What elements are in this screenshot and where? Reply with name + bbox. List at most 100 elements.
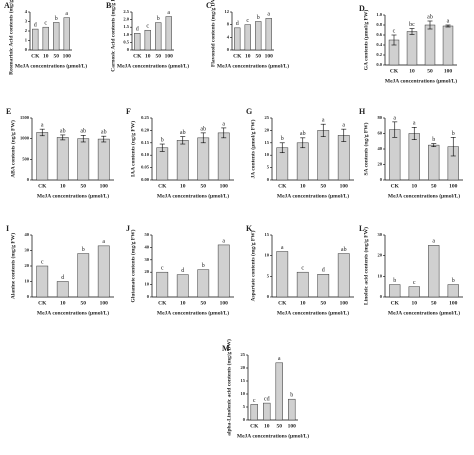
bar [155, 22, 162, 51]
y-axis-label: JA contents (μmol/g FW) [249, 119, 256, 178]
panel-letter: E [6, 107, 11, 116]
y-tick-label: 0 [243, 417, 246, 422]
x-tick-label: CK [391, 183, 400, 189]
bar [56, 281, 69, 298]
significance-letter: ab [341, 247, 347, 253]
significance-letter: c [413, 280, 416, 286]
x-tick-label: CK [158, 183, 167, 189]
significance-letter: b [452, 278, 455, 284]
bar [156, 147, 169, 181]
x-tick-label: 10 [180, 183, 186, 189]
error-bar [427, 20, 433, 30]
bar [165, 16, 172, 51]
bar [197, 137, 210, 181]
y-tick-label: 0 [267, 294, 270, 299]
y-axis-label: Glutamate contents (mg/g FW) [129, 229, 136, 302]
y-tick-label: 0 [227, 47, 230, 52]
y-tick-label: 0 [380, 177, 383, 182]
x-tick-label: 100 [288, 423, 297, 429]
panel: F IAA contents (ng/g FW) MeJA concentratio… [126, 107, 234, 199]
significance-letter: bc [409, 22, 415, 28]
significance-letter: c [393, 28, 396, 34]
y-tick-label: 0.4 [376, 42, 382, 47]
y-tick-label: 20 [145, 269, 150, 274]
bar [250, 404, 258, 421]
error-bar [411, 127, 417, 140]
x-tick-label: 10 [245, 53, 251, 59]
y-tick-label: 0.2 [376, 52, 382, 57]
significance-letter: b [290, 393, 293, 399]
significance-letter: b [393, 278, 396, 284]
y-tick-label: 0 [267, 177, 270, 182]
y-tick-label: 0.15 [141, 140, 150, 145]
x-axis-label: MeJA concentrations (μmol/L) [117, 62, 189, 69]
x-axis-label: MeJA concentrations (μmol/L) [217, 62, 289, 69]
bar [197, 269, 210, 298]
significance-letter: a [222, 121, 225, 127]
y-tick-label: 0.10 [141, 152, 150, 157]
x-tick-label: 100 [265, 53, 274, 59]
significance-letter: b [281, 136, 284, 142]
bar [428, 245, 440, 298]
bar [447, 284, 459, 298]
y-tick-label: 500 [22, 156, 30, 161]
bar [288, 398, 296, 421]
error-bar [180, 136, 186, 145]
bar [77, 253, 90, 298]
bar [42, 26, 49, 51]
significance-letter: b [157, 16, 160, 22]
y-tick-label: 2.0 [123, 17, 129, 22]
y-tick-label: 15 [265, 140, 270, 145]
y-tick-label: 10 [145, 282, 150, 287]
significance-letter: ab [427, 14, 433, 20]
significance-letter: d [136, 27, 139, 33]
panel-letter: F [126, 107, 131, 116]
bar [275, 362, 283, 421]
y-tick-label: 20 [378, 253, 383, 258]
y-tick-label: 4 [25, 9, 28, 14]
significance-letter: b [202, 263, 205, 269]
bar [337, 253, 350, 298]
x-tick-label: 100 [444, 68, 453, 74]
y-tick-label: 0.5 [123, 39, 129, 44]
x-axis-label: MeJA concentrations (μmol/L) [388, 309, 460, 316]
bar [53, 22, 60, 51]
x-tick-label: CK [31, 53, 40, 59]
y-tick-label: 8 [227, 22, 230, 27]
significance-letter: d [181, 268, 184, 274]
x-tick-label: 100 [220, 183, 229, 189]
y-tick-label: 0 [25, 47, 28, 52]
x-tick-label: 100 [220, 300, 229, 306]
significance-letter: a [65, 11, 68, 17]
bar [255, 21, 262, 51]
x-tick-label: 50 [81, 300, 87, 306]
bar [97, 245, 110, 298]
x-tick-label: 10 [412, 183, 418, 189]
y-tick-label: 0.6 [376, 32, 382, 37]
x-axis-label: MeJA concentrations (μmol/L) [157, 309, 229, 316]
x-tick-label: 10 [300, 183, 306, 189]
error-bar [159, 143, 165, 152]
x-tick-label: 100 [100, 183, 109, 189]
bar [296, 271, 309, 298]
panel-letter: H [359, 107, 366, 116]
y-tick-label: 20 [25, 263, 30, 268]
y-tick-label: 5 [243, 404, 246, 409]
significance-letter: b [161, 137, 164, 143]
x-tick-label: CK [391, 300, 400, 306]
y-tick-label: 2 [25, 28, 28, 33]
y-tick-label: 15 [265, 232, 270, 237]
y-tick-label: 80 [378, 115, 383, 120]
bar [337, 135, 350, 181]
bar [217, 244, 230, 298]
x-tick-label: 50 [81, 183, 87, 189]
bar [389, 284, 401, 298]
bar [276, 251, 289, 298]
x-axis-label: MeJA concentrations (μmol/L) [388, 192, 460, 199]
panel-letter: I [6, 224, 9, 233]
significance-letter: a [413, 121, 416, 127]
x-tick-label: 10 [412, 300, 418, 306]
bar [176, 274, 189, 298]
bar [244, 24, 251, 51]
